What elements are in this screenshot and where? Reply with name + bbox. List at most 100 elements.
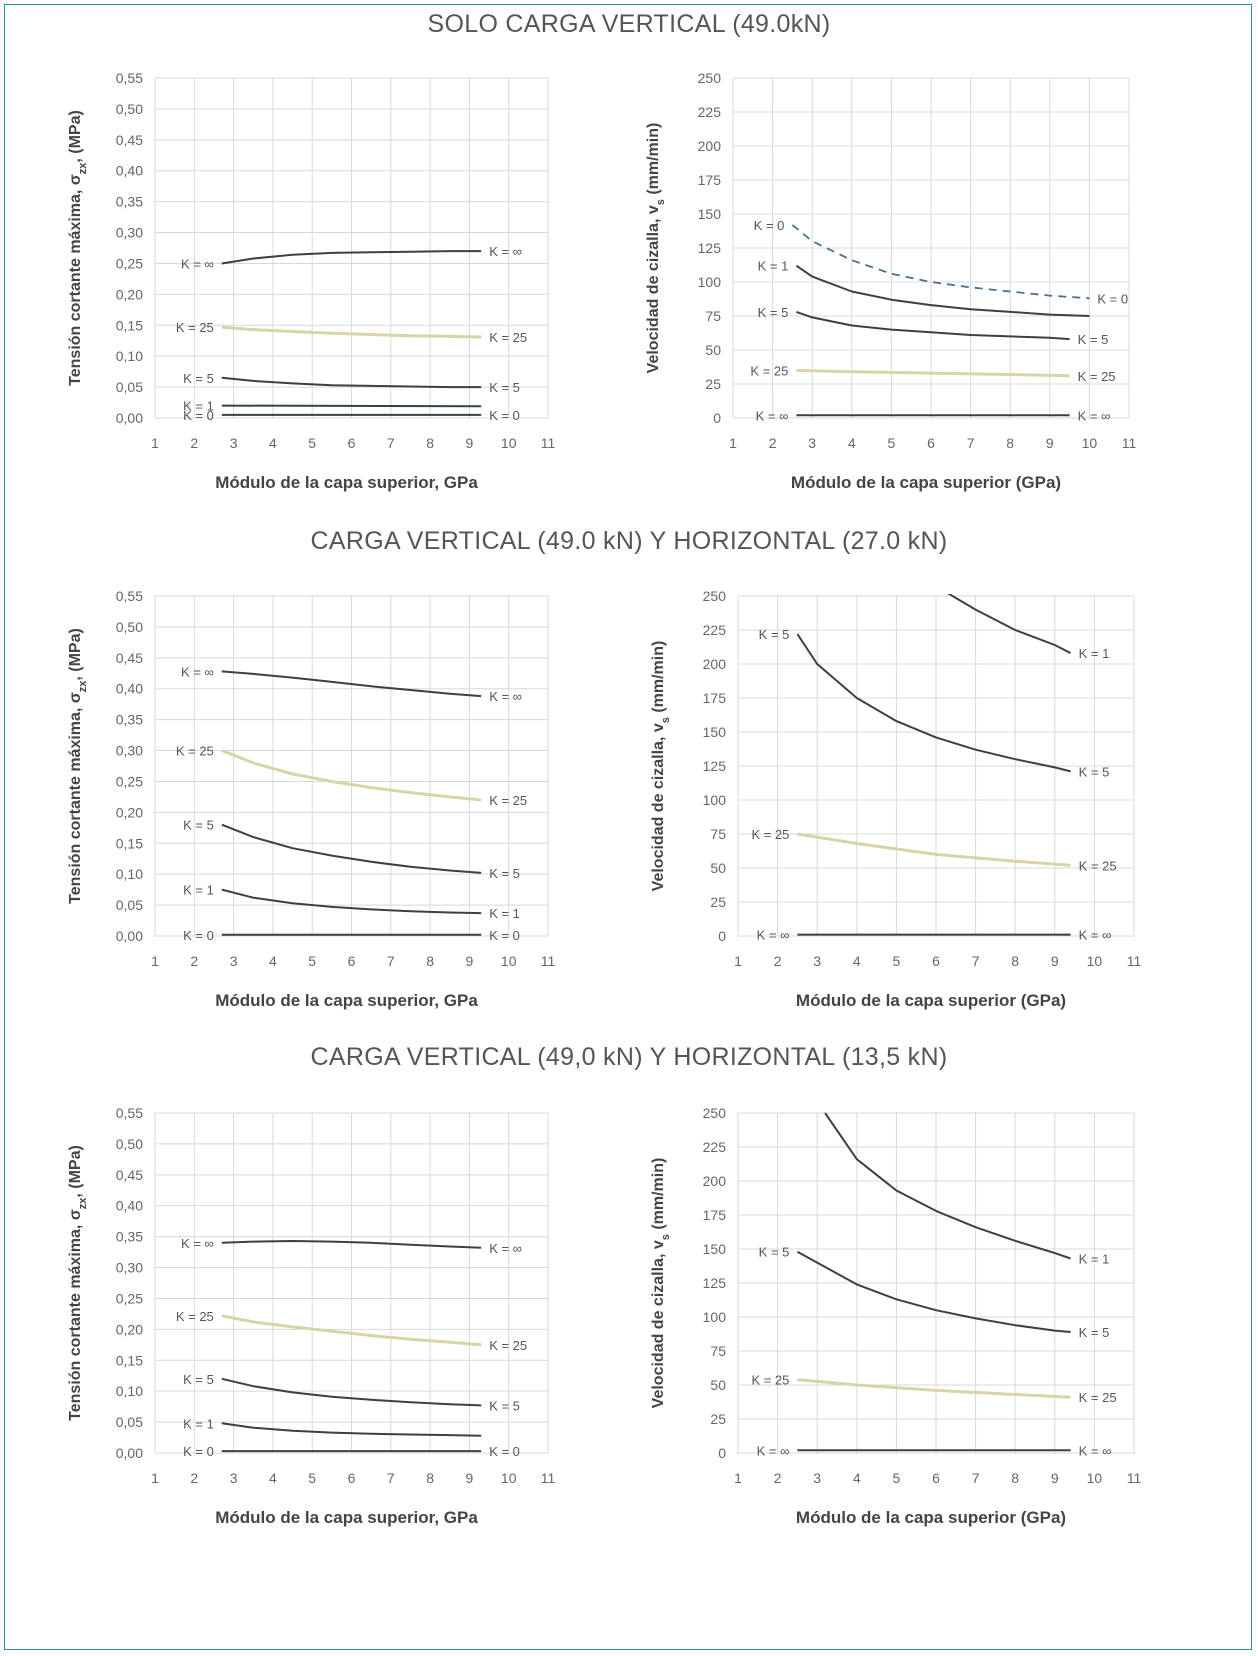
y-tick-label: 0,30 bbox=[116, 743, 143, 759]
series-line bbox=[791, 224, 1090, 300]
y-tick-label: 0,35 bbox=[116, 194, 143, 210]
x-tick-label: 4 bbox=[853, 1470, 861, 1486]
x-tick-label: 1 bbox=[734, 953, 742, 969]
x-axis-label: Módulo de la capa superior, GPa bbox=[215, 991, 478, 1010]
y-tick-label: 0,40 bbox=[116, 1198, 143, 1214]
x-tick-label: 3 bbox=[813, 1470, 821, 1486]
x-tick-label: 6 bbox=[348, 435, 356, 451]
y-tick-label: 0,30 bbox=[116, 1260, 143, 1276]
series-start-label: K = 5 bbox=[183, 371, 214, 386]
series-line bbox=[221, 888, 482, 915]
y-tick-label: 0,35 bbox=[116, 712, 143, 728]
y-tick-label: 175 bbox=[698, 172, 722, 188]
x-axis-label: Módulo de la capa superior (GPa) bbox=[796, 1508, 1066, 1527]
x-tick-label: 10 bbox=[501, 435, 517, 451]
series-end-label: K = 25 bbox=[1079, 858, 1117, 873]
x-tick-label: 8 bbox=[426, 1470, 434, 1486]
y-tick-label: 0,25 bbox=[116, 773, 143, 789]
series-line bbox=[795, 264, 1090, 317]
y-tick-label: 0,45 bbox=[116, 650, 143, 666]
series-line bbox=[221, 1314, 482, 1347]
y-tick-label: 0,15 bbox=[116, 1352, 143, 1368]
x-tick-label: 9 bbox=[466, 435, 474, 451]
chart-stress-vertical-horizontal-27: 1 2 3 4 5 6 7 8 9 10 11 0,00 0,05 0,10 0,15 0,20 0,25 0,3… bbox=[67, 588, 555, 1010]
x-tick-label: 3 bbox=[230, 435, 238, 451]
series-start-label: K = 25 bbox=[751, 1373, 789, 1388]
x-axis-label: Módulo de la capa superior, GPa bbox=[215, 1508, 478, 1527]
y-tick-label: 0,20 bbox=[116, 286, 143, 302]
y-tick-label: 25 bbox=[710, 894, 726, 910]
y-axis-label: Velocidad de cizalla, vs (mm/min) bbox=[645, 123, 667, 374]
series-line bbox=[796, 368, 1070, 378]
y-tick-label: 25 bbox=[710, 1411, 726, 1427]
x-tick-label: 7 bbox=[967, 435, 975, 451]
y-tick-label: 100 bbox=[698, 274, 722, 290]
y-tick-label: 0,00 bbox=[116, 1445, 143, 1461]
x-tick-label: 10 bbox=[1082, 435, 1098, 451]
x-tick-label: 4 bbox=[269, 435, 277, 451]
x-tick-label: 11 bbox=[541, 435, 556, 451]
y-tick-label: 0,55 bbox=[116, 1105, 143, 1121]
series-line bbox=[221, 749, 482, 802]
x-tick-label: 3 bbox=[808, 435, 816, 451]
y-tick-label: 0 bbox=[718, 928, 726, 944]
y-tick-label: 0,20 bbox=[116, 804, 143, 820]
series-line bbox=[221, 670, 482, 698]
x-tick-label: 3 bbox=[230, 953, 238, 969]
y-tick-label: 0,40 bbox=[116, 163, 143, 179]
y-tick-label: 250 bbox=[703, 1105, 727, 1121]
x-tick-label: 7 bbox=[387, 435, 395, 451]
x-tick-label: 5 bbox=[308, 435, 316, 451]
series-start-label: K = 25 bbox=[750, 363, 788, 378]
y-tick-label: 225 bbox=[698, 104, 722, 120]
x-tick-label: 4 bbox=[848, 435, 856, 451]
series-start-label: K = 5 bbox=[183, 818, 214, 833]
y-tick-label: 0,50 bbox=[116, 101, 143, 117]
x-tick-label: 8 bbox=[1011, 1470, 1019, 1486]
y-tick-label: 200 bbox=[703, 656, 727, 672]
x-tick-label: 5 bbox=[893, 1470, 901, 1486]
series-end-label: K = 0 bbox=[489, 1444, 520, 1459]
y-tick-label: 0,25 bbox=[116, 255, 143, 271]
series-end-label: K = ∞ bbox=[1079, 1443, 1112, 1458]
x-tick-label: 9 bbox=[466, 1470, 474, 1486]
series-end-label: K = 1 bbox=[489, 906, 520, 921]
x-tick-label: 8 bbox=[426, 435, 434, 451]
x-tick-label: 1 bbox=[729, 435, 737, 451]
series-end-label: K = 0 bbox=[489, 928, 520, 943]
section-title-1: SOLO CARGA VERTICAL (49.0kN) bbox=[427, 10, 831, 38]
y-tick-label: 0,00 bbox=[116, 928, 143, 944]
y-tick-label: 0,45 bbox=[116, 132, 143, 148]
x-tick-label: 10 bbox=[501, 953, 517, 969]
series-start-label: K = 5 bbox=[759, 627, 790, 642]
series-end-label: K = 0 bbox=[1097, 291, 1128, 306]
series-end-label: K = 5 bbox=[1079, 764, 1110, 779]
x-tick-label: 6 bbox=[927, 435, 935, 451]
series-start-label: K = 25 bbox=[176, 1309, 214, 1324]
series-line bbox=[221, 823, 482, 874]
y-tick-label: 200 bbox=[698, 138, 722, 154]
y-axis-label: Tensión cortante máxima, σzx, (MPa) bbox=[67, 110, 89, 386]
y-axis-label: Velocidad de cizalla, vs (mm/min) bbox=[650, 641, 672, 892]
series-start-label: K = 25 bbox=[176, 320, 214, 335]
series-start-label: K = ∞ bbox=[181, 664, 214, 679]
series-start-label: K = 5 bbox=[759, 1245, 790, 1260]
y-tick-label: 0 bbox=[713, 410, 721, 426]
y-tick-label: 0,25 bbox=[116, 1290, 143, 1306]
series-end-label: K = 5 bbox=[489, 866, 520, 881]
y-tick-label: 0,10 bbox=[116, 866, 143, 882]
series-end-label: K = 25 bbox=[1078, 369, 1116, 384]
x-tick-label: 6 bbox=[932, 1470, 940, 1486]
section-title-2: CARGA VERTICAL (49.0 kN) Y HORIZONTAL (2… bbox=[310, 527, 948, 555]
x-tick-label: 9 bbox=[1051, 1470, 1059, 1486]
series-start-label: K = 5 bbox=[183, 1372, 214, 1387]
y-tick-label: 150 bbox=[698, 206, 722, 222]
x-tick-label: 5 bbox=[308, 953, 316, 969]
x-tick-label: 9 bbox=[1051, 953, 1059, 969]
series-end-label: K = ∞ bbox=[489, 244, 522, 259]
series-start-label: K = 1 bbox=[758, 259, 789, 274]
y-tick-label: 0,10 bbox=[116, 1383, 143, 1399]
y-tick-label: 0,30 bbox=[116, 225, 143, 241]
x-tick-label: 2 bbox=[190, 953, 198, 969]
x-tick-label: 8 bbox=[1011, 953, 1019, 969]
